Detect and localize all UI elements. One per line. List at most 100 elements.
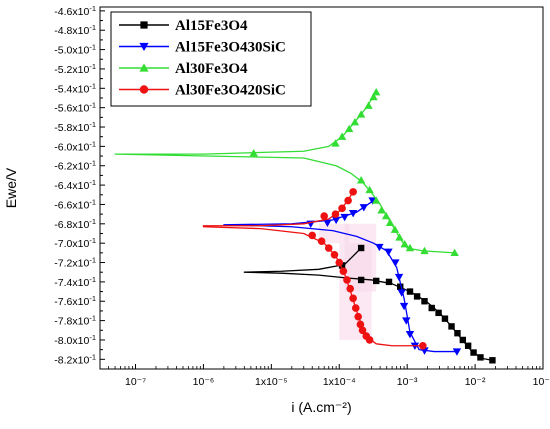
data-point xyxy=(372,196,381,204)
data-point xyxy=(331,210,340,218)
y-tick-label: -7.4x10-1 xyxy=(54,275,96,289)
y-tick-label: -8.2x10-1 xyxy=(54,352,96,366)
data-point xyxy=(331,139,340,147)
data-point xyxy=(364,101,373,109)
data-point xyxy=(381,211,391,220)
data-point xyxy=(338,204,346,213)
plot-frame xyxy=(99,6,544,370)
data-point xyxy=(395,233,404,241)
data-point xyxy=(320,212,328,220)
series-group xyxy=(114,87,459,257)
y-tick-label: -7.8x10-1 xyxy=(54,314,96,328)
x-tick-label: 10⁻⁷ xyxy=(125,376,146,388)
data-point xyxy=(348,209,358,218)
axis-layer: -4.6x10-1 -4.8x10-1 -5.0x10-1 -5.2x10-1 -5.4… xyxy=(54,4,550,388)
y-tick-label: -8.0x10-1 xyxy=(54,333,96,347)
data-point xyxy=(139,63,149,72)
data-point xyxy=(349,188,357,196)
legend: Al15Fe3O4 Al15Fe3O430SiC Al30Fe3O4 Al30Fe3O… xyxy=(110,11,312,107)
data-point xyxy=(397,283,404,290)
data-point xyxy=(350,117,360,126)
x-tick-label: 10⁻² xyxy=(465,376,486,388)
data-point xyxy=(428,304,435,312)
series-group xyxy=(243,244,496,364)
data-point xyxy=(340,213,349,222)
data-point xyxy=(343,276,351,284)
y-tick-label: -5.2x10-1 xyxy=(54,62,96,76)
data-point xyxy=(359,204,369,212)
data-point xyxy=(421,298,428,305)
data-point xyxy=(337,132,347,140)
data-point xyxy=(470,349,477,356)
data-point xyxy=(489,357,496,364)
data-point xyxy=(331,216,341,225)
data-point xyxy=(357,244,365,252)
data-point xyxy=(140,21,148,29)
data-point xyxy=(324,244,333,252)
data-point xyxy=(344,124,354,133)
data-point xyxy=(464,342,472,349)
data-point xyxy=(357,276,365,284)
x-axis-title: i (A.cm⁻²) xyxy=(291,399,351,415)
y-tick-label: -7.2x10-1 xyxy=(54,256,96,270)
data-point xyxy=(390,225,400,233)
data-point xyxy=(419,341,427,350)
data-point xyxy=(413,293,421,300)
legend-label: Al15Fe3O430SiC xyxy=(175,40,286,56)
data-point xyxy=(441,315,449,322)
y-tick-label: -4.6x10-1 xyxy=(54,4,96,18)
legend-label: Al30Fe3O420SiC xyxy=(175,83,286,99)
y-tick-label: -5.4x10-1 xyxy=(54,81,96,95)
data-point xyxy=(397,289,406,297)
data-point xyxy=(139,85,149,94)
y-tick-label: -6.2x10-1 xyxy=(54,159,96,173)
data-point xyxy=(356,320,365,329)
data-point xyxy=(375,243,384,252)
data-point xyxy=(406,288,414,295)
x-tick-label: 10⁻³ xyxy=(397,376,418,388)
data-point xyxy=(477,354,484,361)
data-point xyxy=(435,309,442,317)
data-point xyxy=(385,218,395,227)
y-tick-label: -5.6x10-1 xyxy=(54,101,96,115)
data-point xyxy=(365,185,374,194)
y-tick-label: -4.8x10-1 xyxy=(54,23,96,37)
y-tick-label: -6.0x10-1 xyxy=(54,139,96,153)
data-point xyxy=(452,348,462,356)
data-point xyxy=(402,317,411,325)
data-point xyxy=(339,267,348,276)
legend-label: Al15Fe3O4 xyxy=(175,18,248,34)
data-point xyxy=(450,248,459,257)
data-point xyxy=(459,336,467,344)
y-tick-label: -6.6x10-1 xyxy=(54,197,96,211)
data-point xyxy=(400,239,409,248)
data-point xyxy=(249,148,258,157)
y-tick-label: -7.0x10-1 xyxy=(54,236,96,250)
data-point xyxy=(369,92,378,101)
data-point xyxy=(346,284,355,293)
series-group xyxy=(202,188,427,350)
y-tick-label: -6.8x10-1 xyxy=(54,217,96,231)
data-point xyxy=(358,326,367,335)
data-point xyxy=(344,196,352,205)
data-point xyxy=(391,259,400,267)
data-point xyxy=(330,250,339,259)
x-tick-label: 1x10⁻⁴ xyxy=(323,376,356,388)
data-point xyxy=(356,176,366,184)
data-point xyxy=(394,273,404,282)
series-layer xyxy=(114,87,496,364)
x-tick-label: 1x10⁻⁵ xyxy=(255,376,288,388)
data-point xyxy=(372,87,381,96)
data-point xyxy=(405,330,415,339)
data-point xyxy=(349,294,357,303)
data-point xyxy=(365,336,374,344)
data-point xyxy=(385,278,393,286)
data-point xyxy=(399,302,409,311)
data-point xyxy=(384,248,393,257)
y-tick-label: -5.8x10-1 xyxy=(54,120,96,134)
y-tick-label: -6.4x10-1 xyxy=(54,178,96,192)
haze-patch xyxy=(318,223,350,244)
data-point xyxy=(420,246,429,255)
y-tick-label: -5.0x10-1 xyxy=(54,43,96,57)
